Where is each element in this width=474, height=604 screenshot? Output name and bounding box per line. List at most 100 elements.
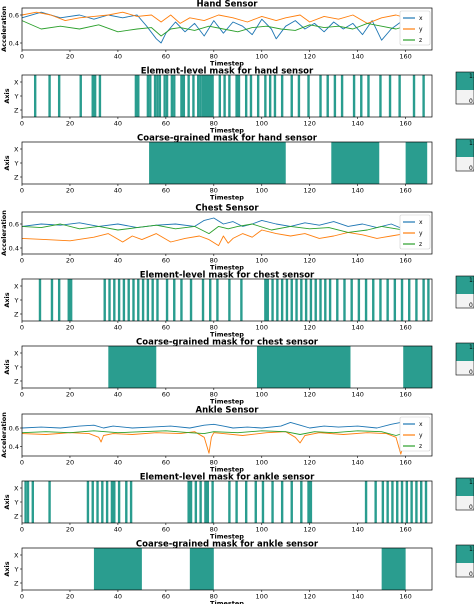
masked-segment [276, 279, 279, 321]
x-tick-label: 40 [114, 53, 122, 61]
x-axis-label: Timestep [210, 194, 244, 202]
masked-segment [280, 279, 284, 321]
x-tick-label: 60 [162, 53, 170, 61]
masked-segment [393, 279, 397, 321]
x-tick-label: 60 [162, 391, 170, 399]
y-axis-label: Acceleration [0, 412, 8, 458]
masked-segment [264, 279, 269, 321]
masked-segment [324, 279, 327, 321]
x-tick-label: 140 [351, 526, 363, 534]
x-axis-label: Timestep [210, 466, 244, 474]
x-axis-label: Timestep [210, 264, 244, 272]
mask-background [22, 548, 432, 590]
masked-segment [271, 279, 274, 321]
masked-segment [244, 75, 248, 117]
x-tick-label: 100 [256, 526, 268, 534]
masked-segment [194, 481, 198, 523]
x-tick-label: 160 [399, 53, 411, 61]
masked-segment [96, 481, 99, 523]
masked-segment [381, 548, 406, 590]
colorbar-frame [455, 477, 474, 511]
masked-segment [261, 481, 265, 523]
x-tick-label: 120 [304, 120, 316, 128]
colorbar-tick: 1.0 [469, 277, 474, 284]
masked-segment [398, 75, 401, 117]
colorbar-tick: 1.0 [469, 546, 474, 553]
masked-segment [149, 142, 286, 184]
masked-segment [187, 75, 190, 117]
masked-segment [304, 279, 308, 321]
masked-segment [420, 481, 423, 523]
x-tick-label: 120 [304, 593, 316, 601]
x-tick-label: 20 [66, 53, 74, 61]
mask-background [22, 279, 432, 321]
axes-frame [21, 211, 433, 255]
axes-frame [21, 547, 433, 591]
masked-segment [372, 279, 375, 321]
masked-segment [314, 279, 317, 321]
colorbar-tick: 1.0 [469, 344, 474, 351]
masked-segment [290, 75, 293, 117]
series-line-z [21, 223, 430, 245]
masked-segment [197, 75, 200, 117]
x-tick-label: 100 [256, 53, 268, 61]
axes-frame [21, 413, 433, 457]
masked-segment [110, 481, 116, 523]
y-tick-label: 0.4 [9, 39, 19, 47]
y-tick-label: 0.6 [9, 220, 19, 228]
legend-label: z [419, 443, 422, 450]
x-tick-label: 0 [20, 459, 24, 467]
masked-segment [295, 279, 298, 321]
masked-segment [357, 279, 361, 321]
masked-segment [113, 279, 116, 321]
x-tick-label: 20 [66, 187, 74, 195]
panel-title: Ankle Sensor [196, 406, 260, 416]
masked-segment [108, 279, 111, 321]
colorbar-tick: 0.0 [469, 98, 474, 105]
masked-segment [422, 279, 425, 321]
panel-title: Element-level mask for chest sensor [140, 271, 315, 281]
masked-segment [364, 279, 368, 321]
y-axis-label: Axis [3, 292, 11, 307]
masked-segment [240, 279, 243, 321]
masked-segment [228, 481, 231, 523]
masked-segment [400, 279, 404, 321]
legend-label: y [419, 432, 423, 439]
y-tick-label: 0.4 [9, 443, 19, 451]
masked-segment [173, 279, 176, 321]
masked-segment [223, 75, 226, 117]
masked-segment [343, 279, 346, 321]
masked-segment [367, 75, 370, 117]
x-tick-label: 120 [304, 53, 316, 61]
masked-segment [415, 279, 418, 321]
masked-segment [268, 75, 272, 117]
axes-frame [21, 345, 433, 389]
masked-segment [180, 75, 186, 117]
colorbar-high [456, 276, 474, 294]
panel-8: Coarse-grained mask for ankle sensor XYZ 1… [3, 540, 474, 604]
colorbar-high [456, 343, 474, 361]
x-tick-label: 0 [20, 324, 24, 332]
masked-segment [381, 481, 385, 523]
row-label: Y [14, 363, 19, 371]
row-label: Z [14, 579, 19, 587]
masked-segment [300, 481, 303, 523]
colorbar-tick: 1.0 [469, 479, 474, 486]
masked-segment [328, 279, 332, 321]
panel-0: Hand Sensor 0.4 0.6 xyz 0 20 40 60 80 100 120 140 16… [0, 0, 433, 68]
masked-segment [153, 75, 157, 117]
panel-title: Element-level mask for ankle sensor [140, 473, 315, 483]
masked-segment [98, 75, 102, 117]
colorbar-frame [455, 71, 474, 105]
y-axis-label: Axis [3, 494, 11, 509]
x-tick-label: 100 [256, 120, 268, 128]
x-tick-label: 20 [66, 257, 74, 265]
x-tick-label: 40 [114, 459, 122, 467]
series-line-y [21, 431, 430, 455]
y-tick-label: 0.4 [9, 244, 19, 252]
masked-segment [216, 279, 219, 321]
x-tick-label: 60 [162, 257, 170, 265]
mask-background [22, 346, 432, 388]
masked-segment [127, 279, 130, 321]
axes-frame [21, 480, 433, 524]
